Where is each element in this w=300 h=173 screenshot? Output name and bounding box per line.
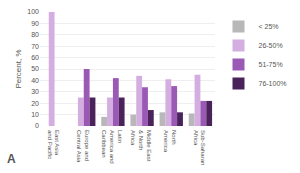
svg-text:LatinAmerica andCaribbean: LatinAmerica andCaribbean (101, 130, 123, 164)
svg-text:Sub-SaharanAfrica: Sub-SaharanAfrica (193, 130, 207, 165)
svg-text:Percent, %: Percent, % (14, 49, 23, 88)
svg-text:26-50%: 26-50% (259, 42, 283, 49)
svg-text:90: 90 (31, 20, 39, 27)
svg-text:NorthAmerica: NorthAmerica (163, 130, 177, 153)
svg-text:80: 80 (31, 31, 39, 38)
svg-text:30: 30 (31, 88, 39, 95)
svg-text:60: 60 (31, 54, 39, 61)
svg-text:A: A (7, 152, 16, 166)
svg-text:10: 10 (31, 111, 39, 118)
svg-text:East Asiaand Pacific: East Asiaand Pacific (47, 130, 61, 159)
svg-text:0: 0 (35, 122, 39, 129)
svg-text:Middle East& NorthAfrica: Middle East& NorthAfrica (130, 130, 152, 162)
svg-text:< 25%: < 25% (259, 23, 279, 30)
svg-text:50: 50 (31, 65, 39, 72)
svg-text:70: 70 (31, 43, 39, 50)
svg-text:51-75%: 51-75% (259, 61, 283, 68)
svg-text:100: 100 (27, 8, 39, 15)
svg-text:Europe andCentral Asia: Europe andCentral Asia (76, 130, 90, 163)
svg-text:40: 40 (31, 77, 39, 84)
svg-text:76-100%: 76-100% (259, 80, 287, 87)
svg-text:20: 20 (31, 100, 39, 107)
